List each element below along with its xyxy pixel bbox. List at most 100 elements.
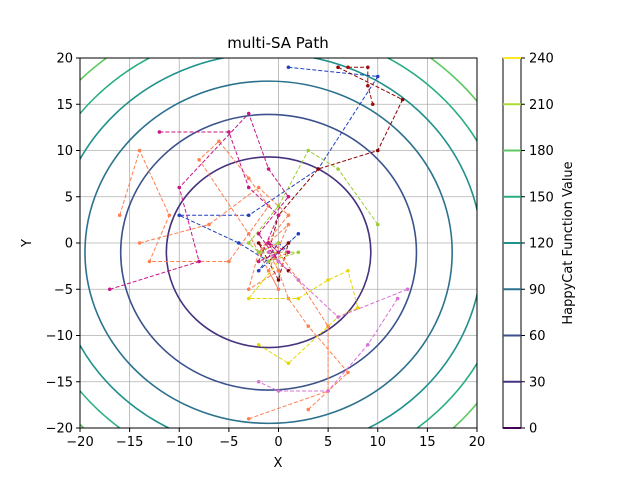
- colorbar-tick-label: 240: [529, 52, 554, 67]
- path-point: [157, 130, 162, 134]
- y-tick-label: 5: [65, 190, 73, 205]
- path-point: [147, 259, 152, 264]
- path-point: [375, 222, 380, 227]
- path-point: [276, 389, 281, 393]
- colorbar-tick-label: 150: [529, 190, 554, 205]
- path-point: [137, 148, 142, 153]
- path-point: [366, 342, 370, 347]
- path-point: [117, 213, 122, 218]
- path-line: [268, 252, 349, 410]
- colorbar-tick-label: 0: [529, 422, 537, 437]
- path-point: [286, 241, 291, 245]
- path-point: [217, 139, 221, 144]
- x-axis-ticks: −20 −15 −10 −5 0 5 10 15 20: [66, 428, 485, 450]
- path-point: [246, 111, 251, 116]
- path-point: [276, 204, 281, 208]
- x-tick-label: −15: [116, 435, 143, 450]
- path-point: [370, 102, 375, 107]
- colorbar-tick-label: 120: [529, 237, 554, 252]
- y-axis-ticks: −20 −15 −10 −5 0 5 10 15 20: [46, 52, 80, 437]
- path-point: [395, 296, 400, 301]
- path-point: [107, 287, 112, 292]
- x-tick-label: −5: [219, 435, 238, 450]
- path-point: [296, 278, 301, 282]
- x-tick-label: −20: [66, 435, 93, 450]
- path-point: [356, 305, 360, 310]
- x-tick-label: −10: [166, 435, 193, 450]
- path-point: [256, 259, 261, 264]
- y-tick-label: −5: [54, 283, 73, 298]
- path-point: [256, 379, 261, 384]
- path-point: [336, 167, 340, 171]
- path-line: [247, 242, 359, 364]
- path-point: [246, 185, 251, 190]
- y-tick-label: 10: [56, 144, 73, 159]
- y-tick-label: −10: [46, 329, 73, 344]
- contour-level: [119, 113, 418, 391]
- path-point: [276, 241, 281, 245]
- path-point: [286, 250, 291, 255]
- path-point: [177, 213, 182, 218]
- y-tick-label: 15: [56, 98, 73, 113]
- path-line: [109, 112, 290, 290]
- x-tick-label: 5: [324, 435, 332, 450]
- path-point: [276, 278, 281, 282]
- path-point: [246, 241, 251, 245]
- path-point: [375, 148, 380, 153]
- path-point: [366, 83, 370, 88]
- path-point: [256, 342, 261, 347]
- path-point: [197, 157, 201, 162]
- x-tick-label: 20: [469, 435, 486, 450]
- path-point: [276, 250, 281, 255]
- path-point: [237, 241, 241, 245]
- path-point: [286, 213, 291, 218]
- chart-title: multi-SA Path: [227, 34, 329, 52]
- y-tick-label: 0: [65, 237, 73, 252]
- y-tick-label: −20: [46, 422, 73, 437]
- path-point: [316, 167, 321, 171]
- path-point: [266, 268, 271, 273]
- sa-paths: [107, 65, 410, 421]
- path-point: [306, 148, 311, 153]
- path-point: [276, 213, 281, 218]
- path-point: [197, 259, 201, 264]
- path-point: [256, 231, 261, 236]
- path-point: [375, 74, 380, 79]
- path-point: [266, 250, 271, 255]
- path-point: [286, 65, 291, 70]
- path-point: [296, 250, 301, 255]
- path-point: [346, 65, 350, 70]
- path-point: [336, 65, 340, 70]
- path-point: [405, 287, 410, 292]
- sa-path: [256, 296, 400, 393]
- path-point: [266, 259, 271, 264]
- y-tick-label: −15: [46, 375, 73, 390]
- path-point: [286, 361, 291, 366]
- sa-path: [266, 250, 410, 319]
- path-point: [296, 296, 301, 301]
- path-point: [207, 222, 211, 227]
- path-point: [227, 130, 231, 134]
- colorbar-tick-label: 90: [529, 283, 546, 298]
- colorbar-tick-label: 30: [529, 375, 546, 390]
- path-point: [256, 241, 261, 245]
- sa-path: [157, 130, 281, 264]
- path-point: [326, 278, 330, 282]
- path-point: [336, 315, 340, 319]
- contour-lines: [80, 58, 477, 428]
- path-point: [306, 324, 311, 329]
- path-point: [286, 194, 291, 199]
- path-point: [346, 370, 350, 375]
- path-point: [246, 213, 251, 218]
- contour-level: [84, 80, 453, 425]
- path-point: [246, 176, 251, 181]
- y-tick-label: 20: [56, 52, 73, 67]
- colorbar: 0 30 60 90 120 150 180 210 240: [502, 52, 554, 437]
- path-point: [276, 287, 281, 292]
- path-point: [256, 268, 261, 273]
- colorbar-tick-label: 60: [529, 329, 546, 344]
- path-point: [177, 185, 182, 190]
- path-point: [286, 222, 291, 227]
- path-point: [256, 250, 261, 255]
